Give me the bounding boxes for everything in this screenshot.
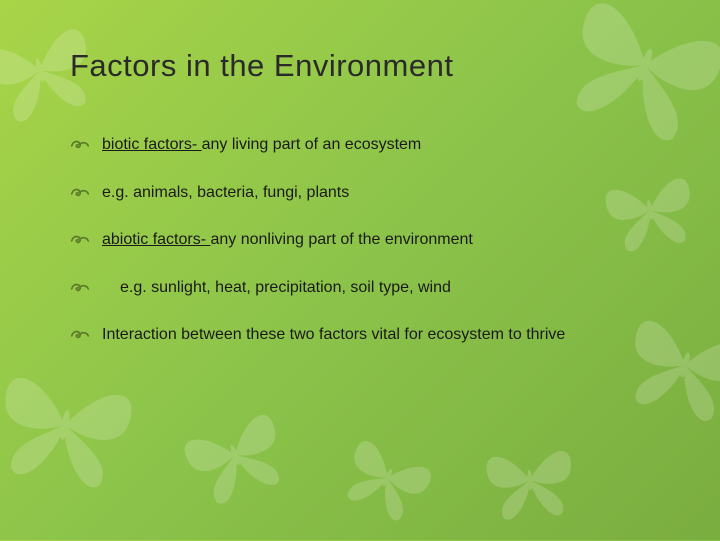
bullet-item: biotic factors- any living part of an ec… [70, 134, 650, 156]
butterfly-icon [476, 426, 584, 534]
swirl-bullet-icon [70, 136, 90, 154]
bullet-rest: any living part of an ecosystem [202, 136, 422, 153]
bullet-text: e.g. sunlight, heat, precipitation, soil… [102, 277, 650, 299]
slide-title: Factors in the Environment [70, 48, 650, 84]
bullet-rest: Interaction between these two factors vi… [102, 326, 565, 343]
bullet-rest: e.g. animals, bacteria, fungi, plants [102, 184, 349, 201]
bullet-rest: any nonliving part of the environment [210, 231, 472, 248]
bullet-list: biotic factors- any living part of an ec… [70, 134, 650, 346]
bullet-text: biotic factors- any living part of an ec… [102, 134, 650, 156]
bullet-item: Interaction between these two factors vi… [70, 324, 650, 346]
bullet-item: abiotic factors- any nonliving part of t… [70, 229, 650, 251]
bullet-rest: e.g. sunlight, heat, precipitation, soil… [120, 279, 451, 296]
bullet-text: abiotic factors- any nonliving part of t… [102, 229, 650, 251]
swirl-bullet-icon [70, 279, 90, 297]
bullet-term: abiotic factors- [102, 231, 210, 248]
swirl-bullet-icon [70, 184, 90, 202]
butterfly-icon [324, 414, 450, 540]
swirl-bullet-icon [70, 326, 90, 344]
bullet-item: e.g. sunlight, heat, precipitation, soil… [70, 277, 650, 299]
swirl-bullet-icon [70, 231, 90, 249]
bullet-term: biotic factors- [102, 136, 202, 153]
bullet-item: e.g. animals, bacteria, fungi, plants [70, 182, 650, 204]
bullet-text: e.g. animals, bacteria, fungi, plants [102, 182, 650, 204]
bullet-text: Interaction between these two factors vi… [102, 324, 650, 346]
slide-content: Factors in the Environment biotic factor… [0, 0, 720, 412]
